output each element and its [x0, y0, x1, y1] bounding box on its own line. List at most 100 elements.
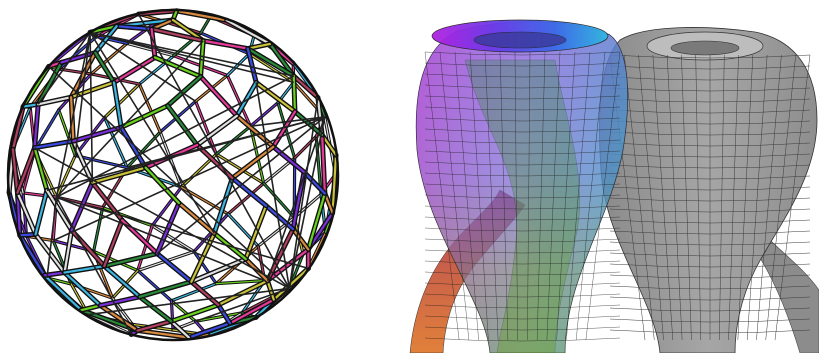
- polyhedron-edge-color: [264, 204, 295, 231]
- polyhedron-edge-color: [103, 83, 140, 119]
- polyhedron-edge-color: [226, 74, 252, 127]
- mesh-line: [424, 161, 621, 166]
- mesh-line: [424, 238, 621, 243]
- polyhedron-edge-color: [294, 135, 317, 159]
- mesh-line: [681, 54, 692, 341]
- mesh-line: [424, 172, 621, 177]
- polyhedron-edge-color: [16, 146, 36, 194]
- polyhedron-edge-color: [43, 274, 83, 312]
- polyhedron-edge-color: [137, 269, 173, 302]
- polyhedron-edge-color: [91, 166, 147, 184]
- mesh-line: [556, 51, 576, 341]
- polyhedron-edge-color: [199, 39, 205, 78]
- polyhedron-edge-color: [217, 303, 232, 325]
- mesh-line: [499, 51, 509, 341]
- polyhedron-edge-color: [151, 225, 195, 253]
- polyhedron-edge-color: [315, 135, 322, 195]
- polyhedron-edge-color: [235, 114, 275, 148]
- mesh-line: [424, 326, 621, 331]
- polyhedron-spoke: [266, 116, 326, 281]
- polyhedron-edge-color: [217, 279, 269, 307]
- mesh-line: [546, 51, 561, 341]
- polyhedron-edge-color: [248, 53, 295, 83]
- mesh-line: [424, 51, 460, 341]
- polyhedron-edge-color: [263, 182, 295, 219]
- polyhedron-edge-color: [94, 25, 118, 54]
- polyhedron-spoke: [89, 32, 94, 183]
- polyhedron-edge-color: [302, 170, 326, 195]
- polyhedron-edge-color: [231, 145, 275, 180]
- polyhedron-edge-color: [331, 153, 338, 214]
- polyhedron-edge-color: [156, 252, 193, 283]
- mesh-line: [484, 51, 499, 341]
- polyhedron-edge-color: [175, 9, 228, 22]
- polyhedron-edge-color: [190, 257, 247, 283]
- polyhedron-edge-color: [55, 155, 76, 198]
- mesh-line: [666, 54, 683, 341]
- mesh-line: [624, 54, 655, 341]
- polyhedron-rim: [6, 8, 340, 342]
- mesh-line: [469, 51, 489, 341]
- polyhedron-edge-color: [138, 280, 193, 298]
- polyhedron-spoke: [55, 40, 204, 198]
- polyhedron-spoke: [89, 31, 294, 77]
- polyhedron-edge-color: [63, 271, 102, 307]
- polyhedron-edge-color: [138, 83, 161, 133]
- polyhedron-edge-color: [159, 131, 183, 188]
- mesh-line: [728, 54, 739, 341]
- mesh-line: [424, 282, 621, 287]
- mesh-line: [424, 194, 621, 199]
- mesh-line: [454, 51, 479, 341]
- polyhedron-edge-color: [246, 47, 258, 84]
- mesh-line: [737, 54, 754, 341]
- mesh-line: [638, 54, 664, 341]
- polyhedron-edge-color: [272, 110, 297, 148]
- mesh-line: [424, 260, 621, 265]
- polyhedron-edge-color: [112, 81, 123, 129]
- polyhedron-edge-color: [72, 126, 123, 143]
- polyhedron-edge-color: [126, 42, 175, 57]
- mesh-line: [424, 271, 621, 276]
- colored-surface: [415, 19, 628, 353]
- polyhedron-edge-color: [90, 42, 128, 75]
- polyhedron-edge-color: [166, 104, 199, 147]
- polyhedron-edge-color: [18, 234, 46, 277]
- mesh-line: [424, 73, 621, 78]
- polyhedron-edge-color: [103, 265, 141, 298]
- mesh-line: [652, 54, 674, 341]
- polyhedron-edge-color: [151, 186, 183, 227]
- mesh-line: [424, 304, 621, 309]
- polyhedron-edge-color: [292, 74, 319, 99]
- polyhedron-edge-color: [58, 109, 76, 157]
- mesh-line: [566, 51, 591, 341]
- gray-surface: [599, 27, 819, 353]
- mesh-line: [424, 128, 621, 133]
- mesh-line: [439, 51, 470, 341]
- polyhedron-edge-color: [103, 219, 124, 268]
- mesh-line: [719, 54, 725, 341]
- polyhedron-spoke: [55, 32, 91, 198]
- polyhedron-spoke: [89, 31, 197, 102]
- polyhedron-spoke: [288, 97, 319, 289]
- polyhedron-edge-color: [307, 231, 327, 270]
- mesh-line: [424, 337, 621, 342]
- polyhedron-spoke: [255, 82, 291, 289]
- polyhedron-edge-color: [244, 204, 268, 261]
- polyhedron-edge-color: [225, 19, 272, 46]
- mesh-line: [424, 62, 621, 67]
- polyhedron-edge-color: [33, 103, 40, 149]
- polyhedron-edge-color: [103, 116, 128, 169]
- polyhedron-edge-color: [291, 227, 310, 251]
- polyhedron-edge-color: [88, 25, 118, 34]
- polyhedron-edge-color: [177, 201, 216, 235]
- mesh-line: [424, 51, 621, 56]
- polyhedron-edge-color: [199, 75, 238, 117]
- polyhedron-spoke: [46, 197, 58, 278]
- polyhedron-edge-color: [194, 312, 243, 322]
- polyhedron-spoke: [195, 287, 290, 323]
- polyhedron-edge-color: [170, 300, 197, 322]
- polyhedron-edge-color: [94, 51, 116, 84]
- polyhedron-wireframe: [6, 8, 340, 342]
- mesh-line: [424, 95, 621, 100]
- polyhedron-edge-color: [215, 279, 266, 285]
